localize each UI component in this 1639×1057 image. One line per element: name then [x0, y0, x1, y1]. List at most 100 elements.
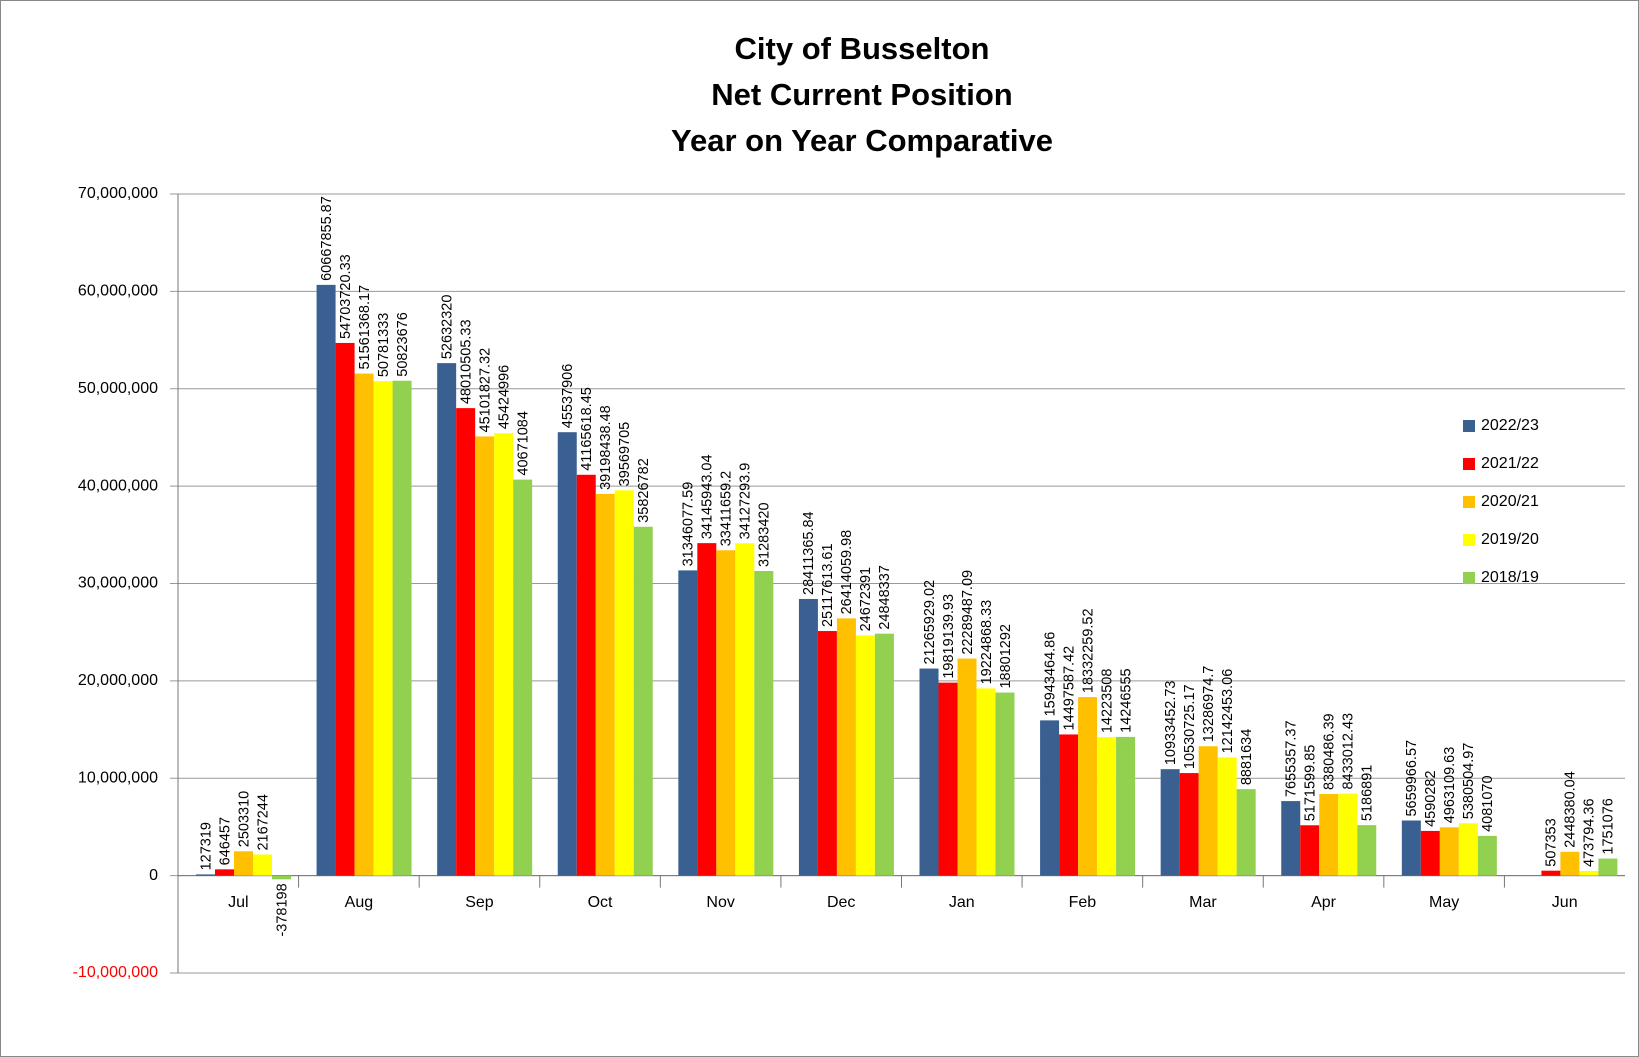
bar: [735, 543, 755, 876]
data-label: 24672391: [858, 567, 874, 632]
data-label: 1751076: [1601, 798, 1617, 854]
legend-label: 2020/21: [1481, 493, 1539, 510]
data-label: 14246555: [1118, 668, 1134, 733]
data-label: 8433012.43: [1341, 713, 1357, 790]
bar: [1439, 827, 1459, 876]
bar: [1116, 736, 1136, 876]
bar: [919, 668, 939, 876]
bar: [1579, 871, 1599, 876]
data-label: 473794.36: [1582, 798, 1598, 867]
legend-label: 2018/19: [1481, 569, 1539, 586]
data-label: 31346077.59: [681, 482, 697, 567]
data-label: 39569705: [617, 422, 633, 487]
bar: [817, 631, 837, 876]
legend-swatch: [1463, 534, 1475, 546]
bar: [253, 854, 272, 876]
bar: [215, 869, 234, 876]
bar: [1059, 734, 1079, 876]
bar: [1160, 769, 1180, 876]
bar: [373, 381, 393, 876]
data-label: 33411659.2: [719, 471, 735, 547]
data-label: 5380504.97: [1461, 743, 1477, 820]
bar: [196, 874, 215, 876]
data-label: 19224868.33: [979, 600, 995, 685]
bar: [836, 618, 856, 876]
data-label: 2503310: [236, 791, 252, 847]
chart-title: Year on Year Comparative: [671, 123, 1053, 158]
x-tick-label: May: [1429, 894, 1459, 911]
x-tick-label: Sep: [465, 894, 494, 911]
x-tick-label: Jan: [949, 894, 975, 911]
legend-swatch: [1463, 572, 1475, 584]
y-tick-label: 10,000,000: [78, 769, 158, 786]
data-label: 19819139.93: [941, 594, 957, 679]
data-label: 60667855.87: [319, 196, 335, 281]
chart-title: Net Current Position: [711, 77, 1012, 112]
bar: [1236, 789, 1256, 876]
data-label: 127319: [198, 822, 214, 870]
bar: [1598, 858, 1618, 876]
data-label: 52632320: [439, 295, 455, 360]
x-tick-label: Aug: [345, 894, 373, 911]
x-tick-label: Nov: [706, 894, 734, 911]
bar: [595, 493, 615, 876]
x-tick-label: Mar: [1189, 894, 1217, 911]
data-label: 21265929.02: [922, 580, 938, 665]
data-label: -378198: [274, 883, 290, 936]
legend-swatch: [1463, 496, 1475, 508]
bar: [437, 363, 457, 876]
bar: [678, 570, 698, 876]
bar: [335, 342, 355, 876]
data-label: 4590282: [1423, 770, 1439, 826]
bar: [1281, 801, 1301, 876]
bar: [1401, 820, 1421, 876]
bar: [633, 526, 653, 876]
data-label: 18332259.52: [1080, 608, 1096, 693]
data-label: 14223508: [1099, 669, 1115, 734]
data-label: 5171599.85: [1303, 745, 1319, 822]
data-label: 45424996: [496, 365, 512, 430]
legend-label: 2019/20: [1481, 531, 1539, 548]
bar: [1300, 825, 1320, 876]
bar: [798, 598, 818, 876]
bar: [1560, 851, 1580, 876]
bar: [494, 433, 514, 876]
data-label: 39198438.48: [598, 405, 614, 490]
bar: [716, 550, 736, 876]
x-tick-label: Jul: [228, 894, 248, 911]
bar: [874, 633, 894, 876]
legend-label: 2022/23: [1481, 417, 1539, 434]
data-label: 35826782: [636, 458, 652, 523]
x-tick-label: Jun: [1552, 894, 1578, 911]
data-label: 12142453.06: [1220, 669, 1236, 754]
data-label: 34127293.9: [738, 463, 754, 540]
bar: [557, 432, 577, 876]
bar: [614, 490, 634, 876]
data-label: 48010505.33: [458, 319, 474, 404]
bar: [1357, 825, 1377, 876]
data-label: 45537906: [560, 364, 576, 429]
legend-swatch: [1463, 458, 1475, 470]
legend-swatch: [1463, 420, 1475, 432]
y-tick-label: 30,000,000: [78, 575, 158, 592]
data-label: 26414059.98: [839, 530, 855, 615]
y-tick-label: 20,000,000: [78, 672, 158, 689]
data-label: 5659966.57: [1404, 740, 1420, 817]
data-label: 8380486.39: [1322, 713, 1338, 790]
data-label: 8881634: [1239, 729, 1255, 785]
bar: [995, 692, 1015, 876]
bar: [1198, 746, 1218, 876]
x-tick-label: Feb: [1069, 894, 1097, 911]
bar: [1078, 697, 1098, 876]
data-label: 34145943.04: [700, 454, 716, 539]
data-label: 50781333: [376, 313, 392, 378]
data-label: 10530725.17: [1182, 684, 1198, 769]
data-label: 507353: [1544, 818, 1560, 866]
data-label: 18801292: [998, 624, 1014, 689]
bar: [272, 875, 291, 880]
bar: [938, 682, 958, 876]
y-tick-label: 0: [149, 867, 158, 884]
bar: [754, 571, 774, 876]
data-label: 45101827.32: [477, 348, 493, 433]
